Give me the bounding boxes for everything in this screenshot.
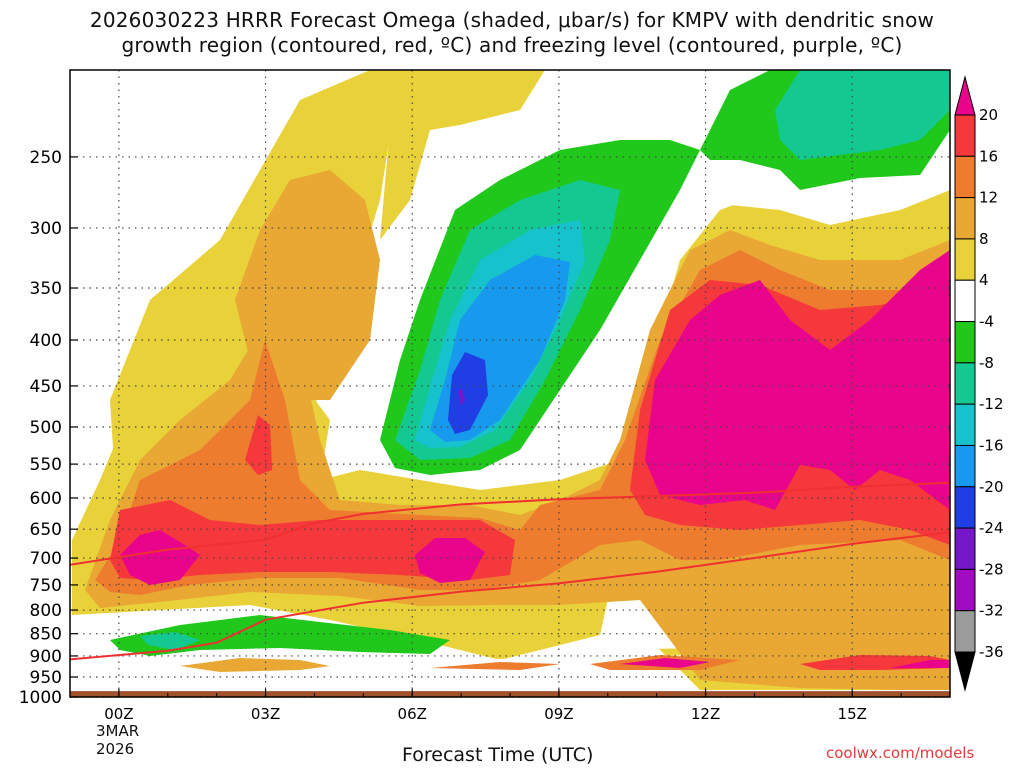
colorbar-segment — [954, 610, 976, 653]
x-tick-label: 15Z — [838, 705, 867, 723]
site-credit: coolwx.com/models — [826, 744, 975, 762]
colorbar-min-triangle — [954, 651, 976, 692]
x-tick-label: 09Z — [544, 705, 573, 723]
omega-region-magenta-surface2 — [890, 660, 950, 668]
colorbar-segment — [954, 568, 976, 612]
colorbar-segment — [954, 197, 976, 240]
omega-region-magenta-core2 — [415, 538, 485, 583]
dendritic-growth-contours — [70, 481, 950, 661]
omega-region-tan-surface — [180, 658, 330, 672]
y-tick-label: 400 — [30, 331, 62, 351]
colorbar-label: 8 — [979, 230, 989, 248]
dendritic-growth-contour — [70, 481, 950, 566]
colorbar-segment — [954, 321, 976, 364]
dendritic-growth-contour — [70, 531, 950, 661]
y-tick-label: 500 — [30, 418, 62, 438]
colorbar-label: -4 — [979, 313, 994, 331]
x-tick-label: 12Z — [691, 705, 720, 723]
omega-region-magenta-right — [645, 250, 950, 510]
omega-region-magenta-core1 — [120, 530, 200, 585]
y-tick-label: 1000 — [19, 688, 62, 708]
colorbar-segment — [954, 527, 976, 570]
y-tick-label: 250 — [30, 148, 62, 168]
chart-title-line2: growth region (contoured, red, ºC) and f… — [121, 33, 903, 57]
y-tick-label: 850 — [30, 625, 62, 645]
omega-region-yellow-upper-right — [380, 70, 545, 240]
x-axis: 00Z 03Z 06Z 09Z 12Z 15Z — [69, 689, 951, 723]
y-tick-label: 900 — [30, 647, 62, 667]
colorbar-segment — [954, 403, 976, 446]
x-tick-label: 03Z — [251, 705, 280, 723]
colorbar-label: -8 — [979, 354, 994, 372]
date-label-day: 3MAR — [96, 722, 140, 740]
y-axis: 2503003504004505005506006507007508008509… — [19, 148, 78, 708]
colorbar-label: -16 — [979, 436, 1004, 454]
y-tick-label: 550 — [30, 455, 62, 475]
y-tick-label: 450 — [30, 377, 62, 397]
y-tick-label: 300 — [30, 219, 62, 239]
omega-region-teal-upper-right — [775, 70, 950, 160]
y-tick-label: 800 — [30, 601, 62, 621]
colorbar-segment — [954, 155, 976, 199]
y-tick-label: 350 — [30, 279, 62, 299]
omega-region-orange-surface — [430, 662, 560, 670]
colorbar-segment — [954, 114, 976, 157]
colorbar-label: 20 — [979, 106, 998, 124]
colorbar-label: -36 — [979, 643, 1004, 661]
colorbar-label: -32 — [979, 602, 1004, 620]
x-tick-label: 06Z — [398, 705, 427, 723]
omega-region-red-band — [110, 500, 515, 580]
omega-region-darkblue-core — [448, 352, 488, 434]
colorbar-label: 16 — [979, 147, 998, 165]
colorbar-segment — [954, 486, 976, 529]
x-axis-title: Forecast Time (UTC) — [402, 744, 594, 766]
colorbar-segment — [954, 279, 976, 323]
colorbar-label: 4 — [979, 271, 989, 289]
omega-region-magenta-surface — [620, 658, 710, 668]
colorbar-segment — [954, 238, 976, 281]
y-tick-label: 950 — [30, 668, 62, 688]
y-tick-label: 700 — [30, 549, 62, 569]
colorbar-label: -12 — [979, 395, 1004, 413]
date-label-year: 2026 — [96, 740, 135, 758]
omega-region-teal-low — [140, 632, 200, 650]
x-tick-label: 00Z — [104, 705, 133, 723]
grid-lines — [70, 70, 950, 698]
y-tick-label: 750 — [30, 576, 62, 596]
colorbar-label: -24 — [979, 519, 1004, 537]
colorbar-label: -20 — [979, 478, 1004, 496]
y-tick-label: 600 — [30, 489, 62, 509]
y-tick-label: 650 — [30, 520, 62, 540]
colorbar: 20 16 12 8 4 -4 -8 -12 -16 -20 -24 -28 -32 -36 — [954, 75, 1004, 692]
colorbar-label: -28 — [979, 560, 1004, 578]
chart-title-line1: 2026030223 HRRR Forecast Omega (shaded, … — [89, 8, 935, 32]
colorbar-segment — [954, 362, 976, 405]
colorbar-segment — [954, 444, 976, 488]
colorbar-label: 12 — [979, 189, 998, 207]
colorbar-max-triangle — [954, 75, 976, 116]
omega-region-purple-core — [458, 388, 465, 406]
